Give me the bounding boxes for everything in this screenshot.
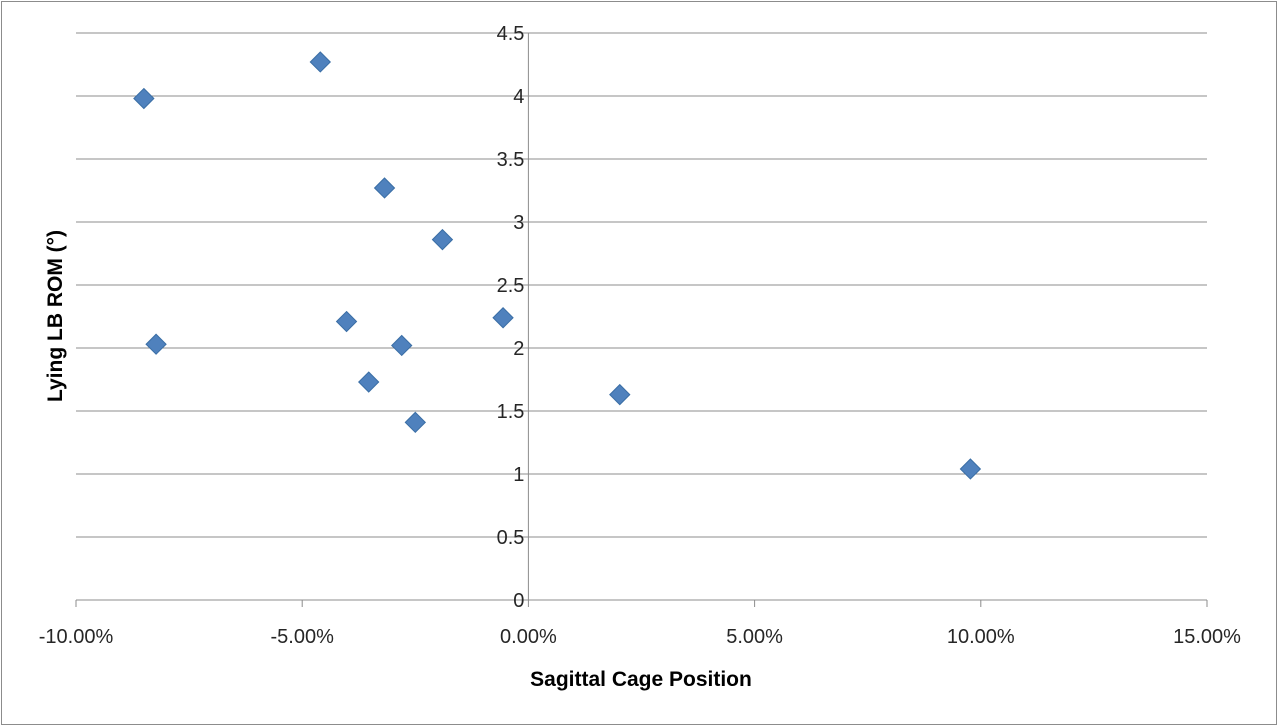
data-point	[959, 458, 982, 480]
gridlines	[76, 32, 1207, 538]
data-point	[609, 383, 631, 406]
x-axis-title: Sagittal Cage Position	[530, 668, 752, 691]
y-tick-label: 3.5	[497, 149, 525, 171]
y-tick-label: 2.5	[497, 275, 525, 297]
data-point	[391, 334, 413, 357]
x-tick-label: 10.00%	[947, 626, 1015, 648]
x-tick-label: -5.00%	[271, 626, 335, 648]
x-tick-label: 0.00%	[500, 626, 557, 648]
data-point	[492, 307, 514, 329]
y-tick-label: 0	[513, 590, 524, 612]
y-tick-label: 0.5	[497, 527, 525, 549]
data-point	[373, 177, 396, 199]
axes	[75, 32, 1208, 607]
y-axis-title: Lying LB ROM (°)	[44, 230, 67, 402]
x-tick-label: 5.00%	[726, 626, 783, 648]
data-points	[133, 51, 982, 480]
data-point	[431, 228, 454, 251]
data-point	[404, 411, 427, 434]
y-tick-label: 1	[513, 464, 524, 486]
data-point	[133, 87, 155, 110]
y-tick-label: 4.5	[497, 23, 525, 45]
data-point	[357, 371, 380, 393]
x-tick-labels: -10.00% -5.00% 0.00% 5.00% 10.00% 15.00%	[39, 626, 1241, 648]
x-tick-label: -10.00%	[39, 626, 114, 648]
data-point	[145, 333, 167, 355]
y-tick-label: 2	[513, 338, 524, 360]
y-tick-labels: 0 0.5 1 1.5 2 2.5 3 3.5 4 4.5	[497, 23, 525, 612]
y-tick-label: 3	[513, 212, 524, 234]
data-point	[309, 51, 332, 73]
x-tick-label: 15.00%	[1173, 626, 1241, 648]
data-point	[335, 310, 358, 333]
y-tick-label: 1.5	[497, 401, 525, 423]
y-tick-label: 4	[513, 86, 524, 108]
